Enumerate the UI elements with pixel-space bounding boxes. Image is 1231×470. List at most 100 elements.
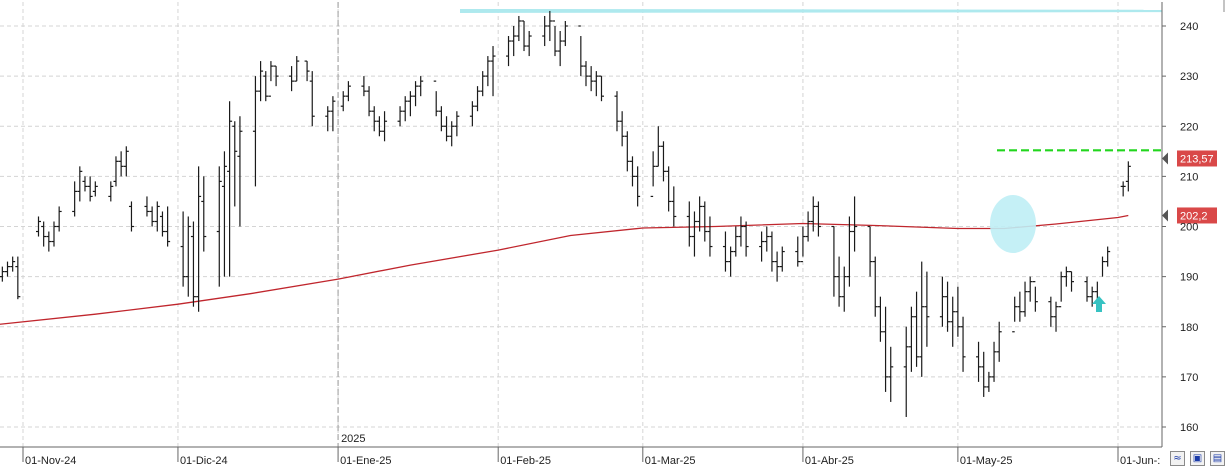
settings-icon: ▤ [1212, 453, 1223, 464]
ohlc-bar [216, 166, 222, 287]
settings-button[interactable]: ▤ [1210, 451, 1225, 466]
ohlc-bar [996, 321, 1002, 362]
ohlc-bar [960, 316, 966, 372]
ohlc-bar [598, 75, 604, 102]
ohlc-bar [402, 96, 408, 122]
ohlc-bar [1048, 296, 1054, 327]
ohlc-bar [485, 56, 491, 87]
x-tick-label: 01-Jun-: [1120, 455, 1160, 467]
ohlc-bar [738, 216, 744, 247]
ohlc-bar [263, 71, 269, 102]
ohlc-bar [774, 251, 780, 282]
ohlc-bar [815, 201, 821, 237]
ohlc-bar [1012, 296, 1018, 333]
ohlc-bar [779, 246, 785, 272]
ohlc-bar [201, 176, 207, 252]
ohlc-bar [480, 71, 486, 97]
ohlc-bar [800, 226, 806, 263]
ohlc-bar [51, 221, 57, 247]
ohlc-bar [1105, 246, 1111, 267]
y-tick-label: 180 [1180, 322, 1198, 334]
ohlc-bar [976, 341, 982, 382]
ohlc-bar [294, 56, 300, 82]
ohlc-bar [552, 20, 558, 57]
ohlc-bar [444, 116, 450, 142]
ohlc-bar [743, 221, 749, 257]
arrows-button[interactable]: ≈ [1170, 451, 1185, 466]
ohlc-bar [227, 101, 233, 277]
ohlc-bar [805, 211, 811, 242]
ohlc-bar [397, 106, 403, 127]
ohlc-bar [252, 76, 258, 187]
ohlc-bar [268, 61, 274, 97]
ohlc-bar [475, 86, 481, 112]
ohlc-bar [841, 266, 847, 312]
ohlc-bar [185, 216, 191, 297]
ohlc-bar [72, 181, 78, 217]
ohlc-bar [1053, 301, 1059, 332]
y-tick-label: 160 [1180, 422, 1198, 434]
y-tick-label: 230 [1180, 71, 1198, 83]
ohlc-bar [237, 116, 243, 227]
ohlc-bar [366, 86, 372, 117]
ohlc-bar [190, 221, 196, 307]
ohlc-bar [562, 20, 568, 47]
save-button[interactable]: ▣ [1190, 451, 1205, 466]
ohlc-bar [759, 231, 765, 262]
ohlc-bar [1063, 266, 1069, 287]
ohlc-bar [945, 281, 951, 332]
ohlc-bar [1100, 256, 1106, 303]
ohlc-bar [914, 291, 920, 367]
ohlc-bar [542, 15, 548, 47]
ohlc-bar [304, 60, 310, 82]
top-band-shape [460, 8, 1162, 13]
ohlc-bar [707, 216, 713, 257]
ma-value-tag-box [1177, 207, 1217, 224]
breakout-highlight [990, 195, 1036, 253]
ohlc-bar [469, 101, 475, 127]
ohlc-bar [697, 196, 703, 232]
last-price-tag-text: 213,57 [1180, 153, 1214, 165]
ohlc-bar [232, 121, 238, 207]
ohlc-bar [872, 256, 878, 317]
ohlc-bar [655, 126, 661, 167]
ohlc-bar [382, 111, 388, 142]
ohlc-bar [831, 225, 837, 297]
ohlc-bar [454, 111, 460, 137]
ohlc-bar [180, 211, 186, 287]
ohlc-bar [221, 151, 227, 277]
ohlc-bar [258, 61, 264, 102]
ohlc-bar [1089, 286, 1095, 307]
ohlc-bar [671, 186, 677, 227]
y-tick-label: 190 [1180, 272, 1198, 284]
moving-average-line [0, 214, 1129, 325]
ohlc-bar [123, 146, 129, 177]
ohlc-bar [433, 80, 439, 117]
ohlc-bar [877, 296, 883, 342]
ohlc-bar [516, 15, 522, 42]
ohlc-bar [345, 81, 351, 102]
ohlc-bar [41, 221, 47, 247]
x-tick-label: 01-Nov-24 [25, 455, 76, 467]
ohlc-bar [981, 351, 987, 397]
ohlc-bar [0, 266, 5, 282]
x-tick-label: 01-May-25 [960, 455, 1013, 467]
ohlc-bar [764, 226, 770, 252]
ohlc-bar [1120, 181, 1126, 197]
ohlc-bar [15, 256, 21, 300]
ohlc-bar [547, 10, 553, 42]
ohlc-bar [666, 166, 672, 212]
ohlc-bar [629, 156, 635, 187]
x-tick-label: 01-Abr-25 [805, 455, 854, 467]
ohlc-bar [92, 181, 98, 197]
ohlc-bar [113, 156, 119, 187]
ohlc-bar [883, 306, 889, 392]
year-label: 2025 [341, 433, 365, 445]
ohlc-bar [128, 201, 134, 232]
y-tick-label: 200 [1180, 222, 1198, 234]
ohlc-bar [35, 216, 41, 237]
ohlc-bars [0, 10, 1131, 417]
ohlc-bar [733, 226, 739, 257]
ohlc-bar [10, 256, 16, 272]
